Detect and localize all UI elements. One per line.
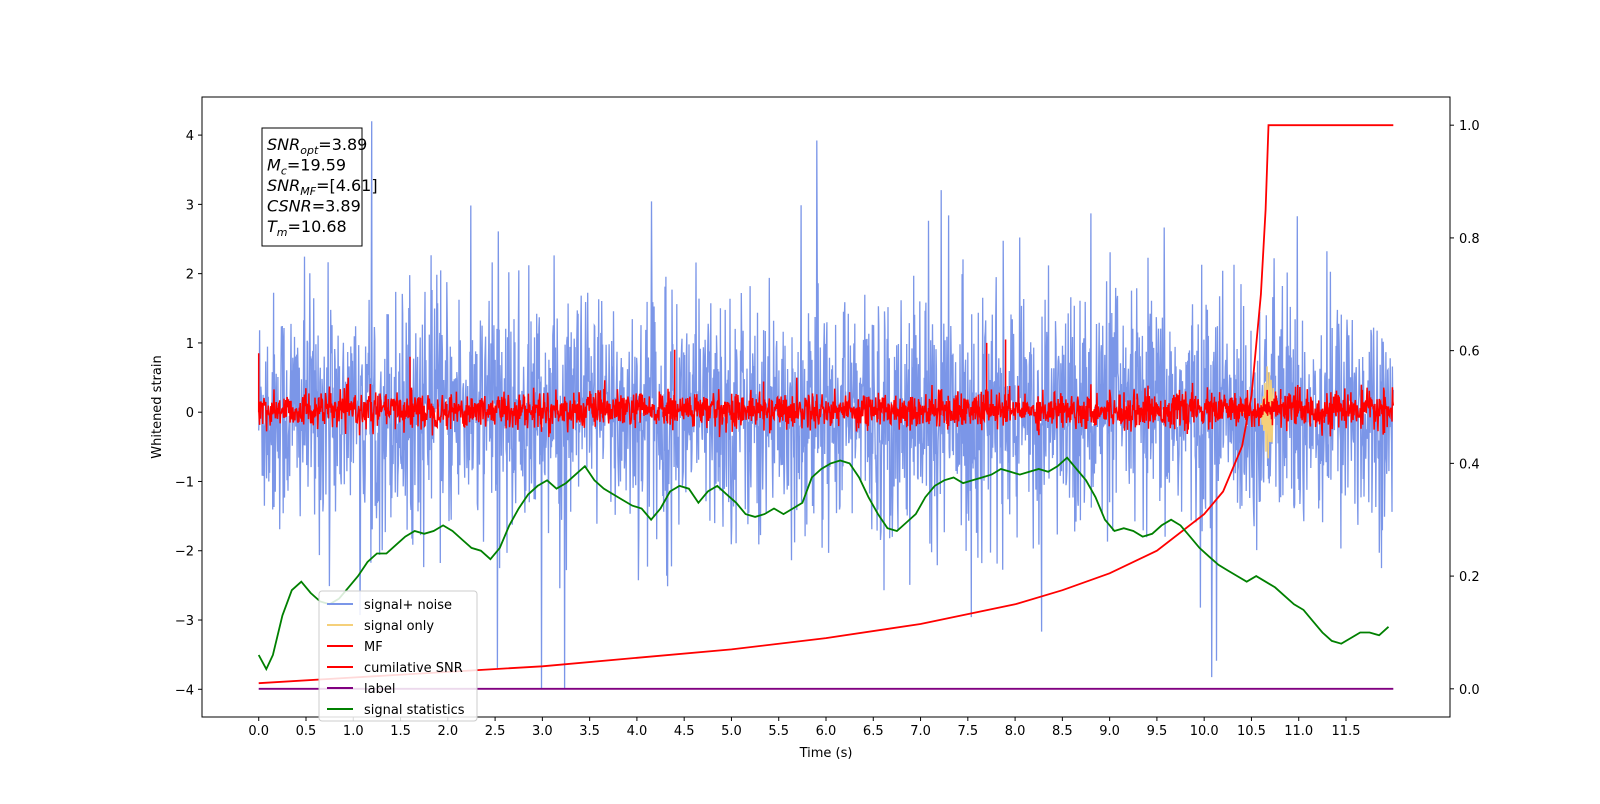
annotation-line: Mc=19.59 <box>267 156 346 178</box>
annotation-line: SNRopt=3.89 <box>267 135 367 157</box>
legend-label: signal only <box>364 619 434 634</box>
x-tick-label: 5.0 <box>721 724 742 739</box>
x-tick-label: 8.5 <box>1052 724 1073 739</box>
legend: signal+ noise signal only MF cumilative SNR… <box>318 590 478 722</box>
y-tick-label: −1 <box>175 475 194 490</box>
y2-tick-label: 1.0 <box>1459 119 1480 134</box>
y-axis-label: Whitened strain <box>150 355 165 458</box>
y2-tick-label: 0.2 <box>1459 570 1480 585</box>
legend-label: label <box>364 682 395 697</box>
x-tick-label: 4.5 <box>674 724 695 739</box>
x-tick-label: 3.0 <box>532 724 553 739</box>
legend-frame <box>318 590 478 722</box>
x-tick-label: 5.5 <box>768 724 789 739</box>
y-tick-label: 1 <box>186 337 194 352</box>
x-tick-label: 7.5 <box>957 724 978 739</box>
legend-label: cumilative SNR <box>364 661 463 676</box>
x-tick-label: 10.0 <box>1190 724 1219 739</box>
y-tick-label: −3 <box>175 614 194 629</box>
annotation-line: SNRMF=[4.61] <box>267 176 378 198</box>
annotation-line: CSNR=3.89 <box>267 197 361 216</box>
x-axis-label: Time (s) <box>799 746 853 761</box>
x-tick-label: 3.5 <box>579 724 600 739</box>
y-tick-label: 3 <box>186 198 194 213</box>
x-tick-label: 6.0 <box>816 724 837 739</box>
y2-tick-label: 0.6 <box>1459 345 1480 360</box>
series-cumulative-snr <box>258 124 1394 685</box>
x-tick-label: 1.5 <box>390 724 411 739</box>
x-tick-label: 0.0 <box>248 724 269 739</box>
x-tick-label: 2.5 <box>485 724 506 739</box>
y-tick-label: 2 <box>186 268 194 283</box>
legend-label: signal+ noise <box>364 598 452 613</box>
y-axis-right: 1.0 0.8 0.6 0.4 0.2 0.0 <box>1450 119 1480 698</box>
x-tick-label: 10.5 <box>1237 724 1266 739</box>
x-tick-label: 8.0 <box>1005 724 1026 739</box>
legend-label: signal statistics <box>364 703 465 718</box>
series-signal-statistics <box>257 456 1390 672</box>
x-tick-label: 11.5 <box>1332 724 1361 739</box>
y-tick-label: −4 <box>175 683 194 698</box>
series-mf <box>257 339 1395 438</box>
annotation-line: Tm=10.68 <box>267 217 347 239</box>
x-tick-label: 4.0 <box>627 724 648 739</box>
y-tick-label: 4 <box>186 129 194 144</box>
y-axis-left: 4 3 2 1 0 −1 −2 −3 −4 <box>175 129 202 698</box>
x-tick-label: 9.0 <box>1099 724 1120 739</box>
x-tick-label: 1.0 <box>343 724 364 739</box>
y2-tick-label: 0.0 <box>1459 683 1480 698</box>
y2-tick-label: 0.8 <box>1459 232 1480 247</box>
x-tick-label: 6.5 <box>863 724 884 739</box>
x-axis: 0.0 0.5 1.0 1.5 2.0 2.5 3.0 3.5 4.0 4.5 5.0 5.5 6.0 6… <box>248 717 1360 739</box>
annotation-box: SNRopt=3.89Mc=19.59SNRMF=[4.61]CSNR=3.89… <box>261 127 378 247</box>
y2-tick-label: 0.4 <box>1459 457 1480 472</box>
x-tick-label: 11.0 <box>1284 724 1313 739</box>
y-tick-label: −2 <box>175 545 194 560</box>
series-signal-noise <box>258 121 1394 690</box>
x-tick-label: 0.5 <box>296 724 317 739</box>
x-tick-label: 2.0 <box>437 724 458 739</box>
x-tick-label: 7.0 <box>910 724 931 739</box>
x-tick-label: 9.5 <box>1147 724 1168 739</box>
y-tick-label: 0 <box>186 406 194 421</box>
legend-label: MF <box>364 640 383 655</box>
annotation-frame <box>261 127 363 247</box>
